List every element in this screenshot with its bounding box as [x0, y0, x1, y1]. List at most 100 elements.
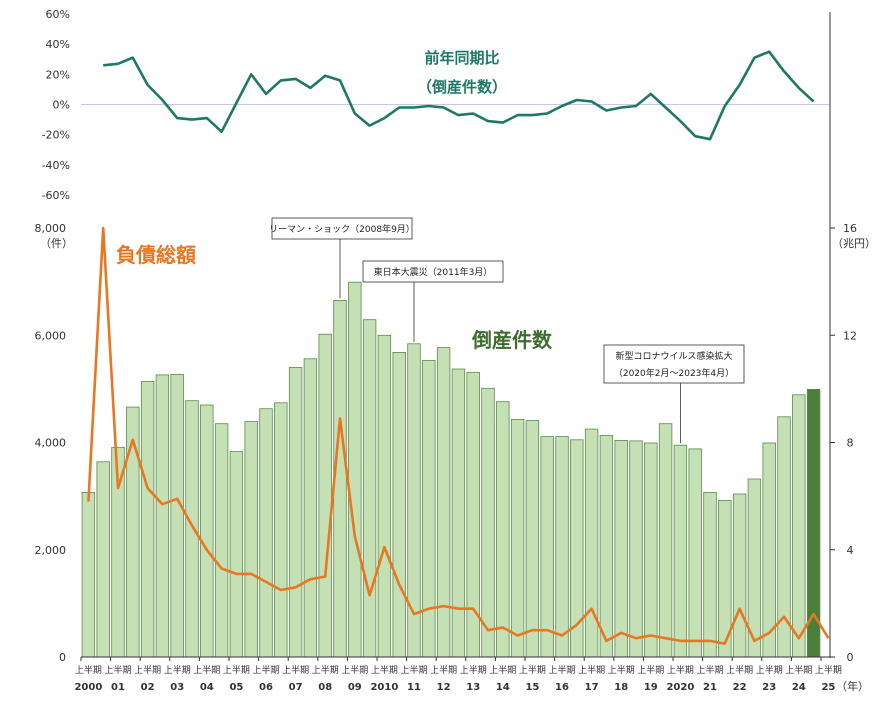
x-half-label: 上半期	[460, 664, 487, 676]
count-bar	[81, 491, 96, 658]
debt-line	[87, 226, 830, 645]
count-bar	[407, 343, 421, 658]
count-bar	[792, 394, 806, 658]
count-tick-label: 6,000	[35, 329, 67, 342]
count-tick-label: 2,000	[35, 544, 67, 557]
x-year-label: 14	[496, 682, 510, 693]
count-bar	[510, 418, 525, 658]
x-half-label: 上半期	[252, 664, 279, 676]
x-half-label: 上半期	[578, 664, 605, 676]
annotations: リーマン・ショック（2008年9月） 東日本大震災（2011年3月） 新型コロナウイ…	[269, 217, 745, 444]
x-half-label: 上半期	[282, 664, 309, 676]
debt-series-label: 負債総額	[116, 243, 196, 267]
x-year-label: 16	[555, 682, 569, 693]
count-bars	[81, 281, 821, 658]
count-y-axis: 8,000 6,000 4,000 2,000 0	[35, 222, 67, 664]
x-year-label: 2000	[74, 682, 102, 693]
count-bar	[288, 366, 303, 658]
debt-series	[87, 226, 830, 645]
count-bar	[96, 461, 110, 658]
annotation-lehman: リーマン・ショック（2008年9月）	[269, 223, 415, 235]
count-bar	[348, 281, 362, 658]
x-year-label: 21	[703, 682, 717, 693]
x-year-label: 11	[407, 682, 421, 693]
x-half-label: 上半期	[489, 664, 516, 676]
x-half-label: 上半期	[667, 664, 694, 676]
annotation-box	[271, 217, 413, 240]
count-bar	[451, 368, 466, 658]
x-half-label: 上半期	[756, 664, 783, 676]
count-bar	[185, 400, 199, 658]
x-year-label: 15	[525, 682, 539, 693]
x-half-label: 上半期	[400, 664, 427, 676]
count-bar	[658, 423, 673, 658]
count-bar	[525, 420, 540, 658]
count-bar	[614, 439, 628, 658]
count-bar	[377, 334, 392, 658]
debt-tick-label: 4	[847, 544, 854, 557]
count-bar	[436, 347, 451, 658]
annotation-covid-line1: 新型コロナウイルス感染拡大	[615, 350, 732, 362]
x-half-label: 上半期	[312, 664, 339, 676]
count-bar	[155, 374, 170, 658]
count-bar	[703, 491, 717, 658]
count-bar	[584, 428, 599, 658]
yoy-tick-label: -40%	[42, 159, 70, 172]
count-y-unit: （件）	[40, 237, 73, 250]
count-bar	[126, 406, 140, 658]
x-year-label: 05	[229, 682, 243, 693]
x-half-label: 上半期	[519, 664, 546, 676]
count-tick-label: 4,000	[35, 437, 67, 450]
count-bar	[259, 408, 273, 658]
yoy-tick-label: 60%	[46, 8, 70, 21]
x-year-label: 04	[200, 682, 214, 693]
count-tick-label: 8,000	[35, 222, 67, 235]
count-series-label: 倒産件数	[471, 328, 553, 352]
debt-tick-label: 12	[843, 329, 857, 342]
annotation-earthquake: 東日本大震災（2011年3月）	[374, 266, 493, 278]
count-bar	[629, 440, 643, 658]
x-half-label: 上半期	[696, 664, 723, 676]
debt-y-axis: 16 12 8 4 0	[830, 222, 857, 664]
x-year-label: 08	[318, 682, 332, 693]
count-bar	[481, 387, 495, 658]
x-year-label: 13	[466, 682, 480, 693]
count-bar	[732, 493, 747, 658]
count-bar	[244, 421, 258, 658]
x-year-label: 23	[762, 682, 776, 693]
count-bar	[214, 423, 229, 658]
x-year-label: 22	[733, 682, 747, 693]
x-year-label: 2020	[666, 682, 694, 693]
count-bar	[555, 436, 569, 658]
yoy-tick-label: 20%	[46, 68, 70, 81]
x-year-label: 2010	[370, 682, 398, 693]
debt-y-unit: （兆円）	[832, 237, 876, 250]
count-bar	[303, 358, 318, 658]
x-year-label: 25	[821, 682, 835, 693]
yoy-line	[103, 50, 815, 141]
count-bar	[274, 402, 288, 658]
count-bar	[392, 351, 406, 658]
yoy-tick-label: -20%	[42, 129, 70, 142]
count-bar	[229, 451, 244, 658]
count-bar	[806, 388, 821, 658]
count-bar	[688, 448, 702, 658]
yoy-tick-label: -60%	[42, 189, 70, 202]
yoy-title-line2: （倒産件数）	[417, 78, 507, 96]
count-bar	[644, 442, 658, 658]
x-half-label: 上半期	[371, 664, 398, 676]
x-year-label: 17	[585, 682, 599, 693]
count-bar	[762, 442, 776, 658]
x-year-label: 12	[437, 682, 451, 693]
count-bar	[496, 401, 510, 658]
debt-tick-label: 0	[847, 651, 854, 664]
x-year-label: 01	[111, 682, 125, 693]
count-bar	[140, 380, 155, 658]
x-half-label: 上半期	[164, 664, 191, 676]
yoy-y-axis: 60% 40% 20% 0% -20% -40% -60%	[42, 8, 70, 202]
debt-tick-label: 8	[847, 437, 854, 450]
x-half-label: 上半期	[75, 664, 102, 676]
x-half-label: 上半期	[430, 664, 457, 676]
yoy-title-line1: 前年同期比	[424, 49, 499, 67]
